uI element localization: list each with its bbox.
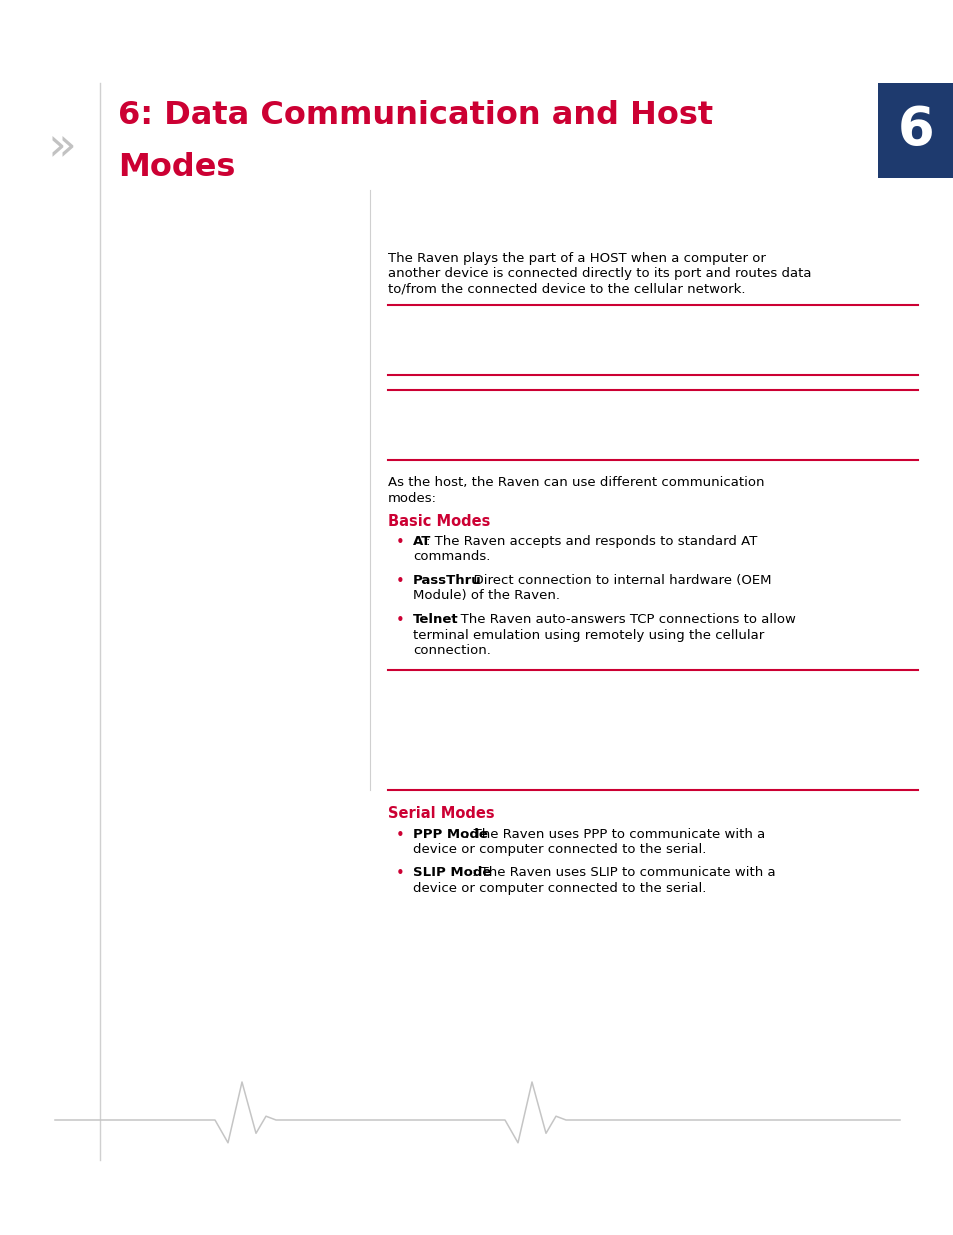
Text: : The Raven auto-answers TCP connections to allow: : The Raven auto-answers TCP connections… bbox=[452, 613, 795, 626]
Text: •: • bbox=[395, 613, 404, 629]
Text: : The Raven accepts and responds to standard AT: : The Raven accepts and responds to stan… bbox=[426, 535, 757, 548]
Text: modes:: modes: bbox=[388, 492, 436, 505]
Text: Module) of the Raven.: Module) of the Raven. bbox=[413, 589, 559, 603]
Text: SLIP Mode: SLIP Mode bbox=[413, 867, 491, 879]
Text: PPP Mode: PPP Mode bbox=[413, 827, 487, 841]
Text: : The Raven uses PPP to communicate with a: : The Raven uses PPP to communicate with… bbox=[465, 827, 764, 841]
Text: to/from the connected device to the cellular network.: to/from the connected device to the cell… bbox=[388, 283, 744, 296]
Text: PassThru: PassThru bbox=[413, 574, 481, 587]
Text: Telnet: Telnet bbox=[413, 613, 458, 626]
Bar bbox=[877, 83, 953, 178]
Text: device or computer connected to the serial.: device or computer connected to the seri… bbox=[413, 882, 705, 895]
Text: : The Raven uses SLIP to communicate with a: : The Raven uses SLIP to communicate wit… bbox=[471, 867, 775, 879]
Text: terminal emulation using remotely using the cellular: terminal emulation using remotely using … bbox=[413, 629, 763, 641]
Text: •: • bbox=[395, 867, 404, 882]
Text: AT: AT bbox=[413, 535, 431, 548]
Text: The Raven plays the part of a HOST when a computer or: The Raven plays the part of a HOST when … bbox=[388, 252, 765, 266]
Text: Basic Modes: Basic Modes bbox=[388, 514, 490, 529]
Text: »: » bbox=[48, 125, 76, 169]
Text: Modes: Modes bbox=[118, 152, 235, 184]
Text: commands.: commands. bbox=[413, 551, 490, 563]
Text: : Direct connection to internal hardware (OEM: : Direct connection to internal hardware… bbox=[465, 574, 771, 587]
Text: device or computer connected to the serial.: device or computer connected to the seri… bbox=[413, 844, 705, 856]
Text: 6: 6 bbox=[897, 105, 933, 157]
Text: •: • bbox=[395, 574, 404, 589]
Text: Serial Modes: Serial Modes bbox=[388, 805, 494, 820]
Text: another device is connected directly to its port and routes data: another device is connected directly to … bbox=[388, 268, 811, 280]
Text: •: • bbox=[395, 535, 404, 550]
Text: As the host, the Raven can use different communication: As the host, the Raven can use different… bbox=[388, 475, 763, 489]
Text: 6: Data Communication and Host: 6: Data Communication and Host bbox=[118, 100, 713, 131]
Text: connection.: connection. bbox=[413, 643, 491, 657]
Text: •: • bbox=[395, 827, 404, 842]
